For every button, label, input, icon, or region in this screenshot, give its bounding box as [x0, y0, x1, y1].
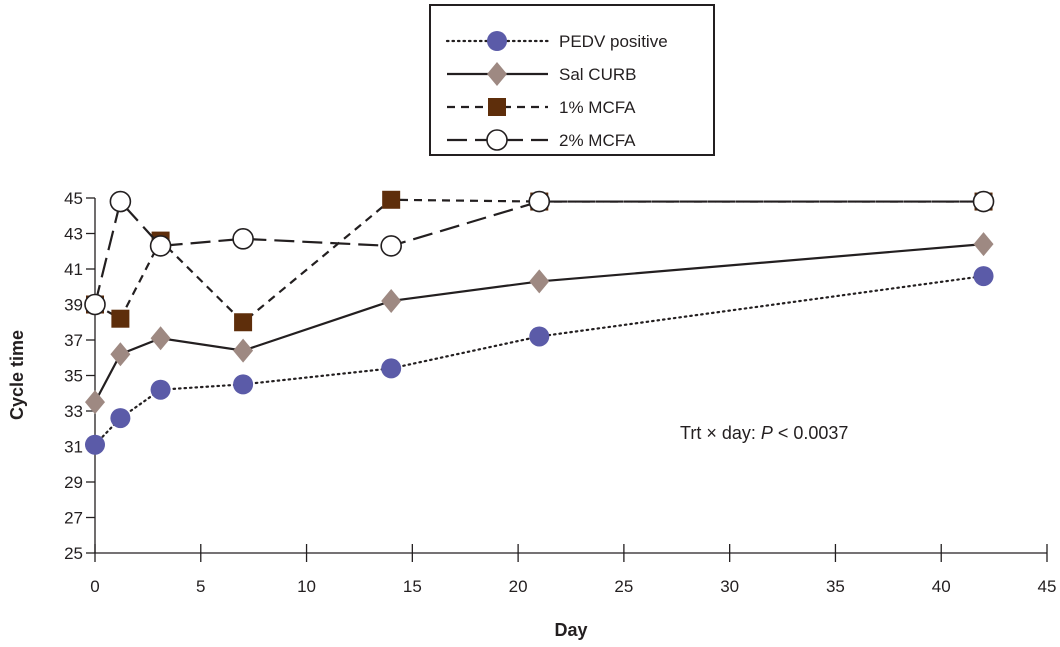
x-ticks: 0 5 10 15 20 25 30 35 40 45 [90, 544, 1056, 596]
y-tick-label: 43 [64, 225, 83, 244]
data-point-pedv-positive [150, 379, 171, 400]
y-tick-label: 41 [64, 260, 83, 279]
x-tick-label: 25 [614, 577, 633, 596]
legend-item-1pct-mcfa: 1% MCFA [447, 98, 636, 117]
legend-item-sal-curb: Sal CURB [447, 62, 636, 86]
x-tick-label: 35 [826, 577, 845, 596]
y-tick-label: 25 [64, 544, 83, 563]
legend-label: 1% MCFA [559, 98, 636, 117]
legend: PEDV positive Sal CURB 1% MCFA 2% MCFA [429, 4, 715, 156]
y-tick-label: 27 [64, 509, 83, 528]
legend-marker-2pct-mcfa [486, 129, 508, 151]
x-tick-label: 20 [509, 577, 528, 596]
x-tick-label: 30 [720, 577, 739, 596]
y-ticks: 25 27 29 31 33 35 37 39 41 43 45 [64, 189, 95, 563]
data-point-2pct-mcfa [84, 293, 106, 316]
data-point-pedv-positive [110, 408, 131, 429]
legend-label: PEDV positive [559, 32, 668, 51]
series-layer [84, 190, 995, 455]
data-point-1pct-mcfa [111, 309, 130, 328]
legend-box [429, 4, 715, 156]
legend-marker-pedv-positive [487, 31, 507, 51]
data-point-1pct-mcfa [234, 313, 253, 332]
data-point-sal-curb [150, 326, 171, 351]
x-tick-label: 45 [1038, 577, 1057, 596]
data-point-pedv-positive [381, 358, 402, 379]
data-point-sal-curb [529, 269, 550, 294]
legend-marker-sal-curb [487, 62, 507, 86]
series-2pct-mcfa [84, 190, 995, 316]
data-point-2pct-mcfa [232, 228, 254, 250]
x-tick-label: 5 [196, 577, 205, 596]
x-tick-label: 40 [932, 577, 951, 596]
stat-annotation: Trt × day: P < 0.0037 [680, 423, 848, 443]
data-point-sal-curb [110, 342, 131, 367]
y-tick-label: 37 [64, 331, 83, 350]
data-point-pedv-positive [529, 326, 550, 347]
y-tick-label: 31 [64, 438, 83, 457]
y-tick-label: 45 [64, 189, 83, 208]
data-point-pedv-positive [233, 374, 254, 395]
data-point-sal-curb [85, 390, 105, 415]
stat-annotation-italic: P [761, 423, 773, 443]
data-point-2pct-mcfa [109, 190, 132, 213]
y-tick-label: 35 [64, 367, 83, 386]
data-point-sal-curb [381, 288, 402, 313]
data-point-pedv-positive [85, 434, 105, 455]
data-point-2pct-mcfa [972, 190, 995, 213]
series-line-pedv-positive [93, 275, 985, 446]
stat-annotation-suffix: < 0.0037 [773, 423, 849, 443]
legend-label: 2% MCFA [559, 131, 636, 150]
series-line-1pct-mcfa [94, 198, 984, 324]
legend-item-pedv-positive: PEDV positive [445, 31, 668, 51]
series-pedv-positive [85, 266, 994, 455]
x-tick-label: 0 [90, 577, 99, 596]
series-line-sal-curb [94, 243, 984, 403]
data-point-pedv-positive [973, 266, 994, 287]
y-axis-title: Cycle time [7, 330, 27, 420]
data-point-2pct-mcfa [380, 235, 402, 257]
y-tick-label: 39 [64, 296, 83, 315]
x-tick-label: 15 [403, 577, 422, 596]
data-point-1pct-mcfa [382, 190, 401, 209]
stat-annotation-prefix: Trt × day: [680, 423, 761, 443]
legend-item-2pct-mcfa: 2% MCFA [447, 129, 636, 151]
data-point-2pct-mcfa [528, 190, 551, 213]
data-point-sal-curb [233, 338, 254, 363]
data-point-2pct-mcfa [149, 235, 172, 257]
legend-marker-1pct-mcfa [488, 98, 506, 116]
y-tick-label: 33 [64, 402, 83, 421]
y-tick-label: 29 [64, 473, 83, 492]
x-axis-title: Day [554, 620, 587, 640]
series-sal-curb [85, 232, 994, 415]
legend-label: Sal CURB [559, 65, 636, 84]
x-tick-label: 10 [297, 577, 316, 596]
data-point-sal-curb [973, 232, 994, 257]
